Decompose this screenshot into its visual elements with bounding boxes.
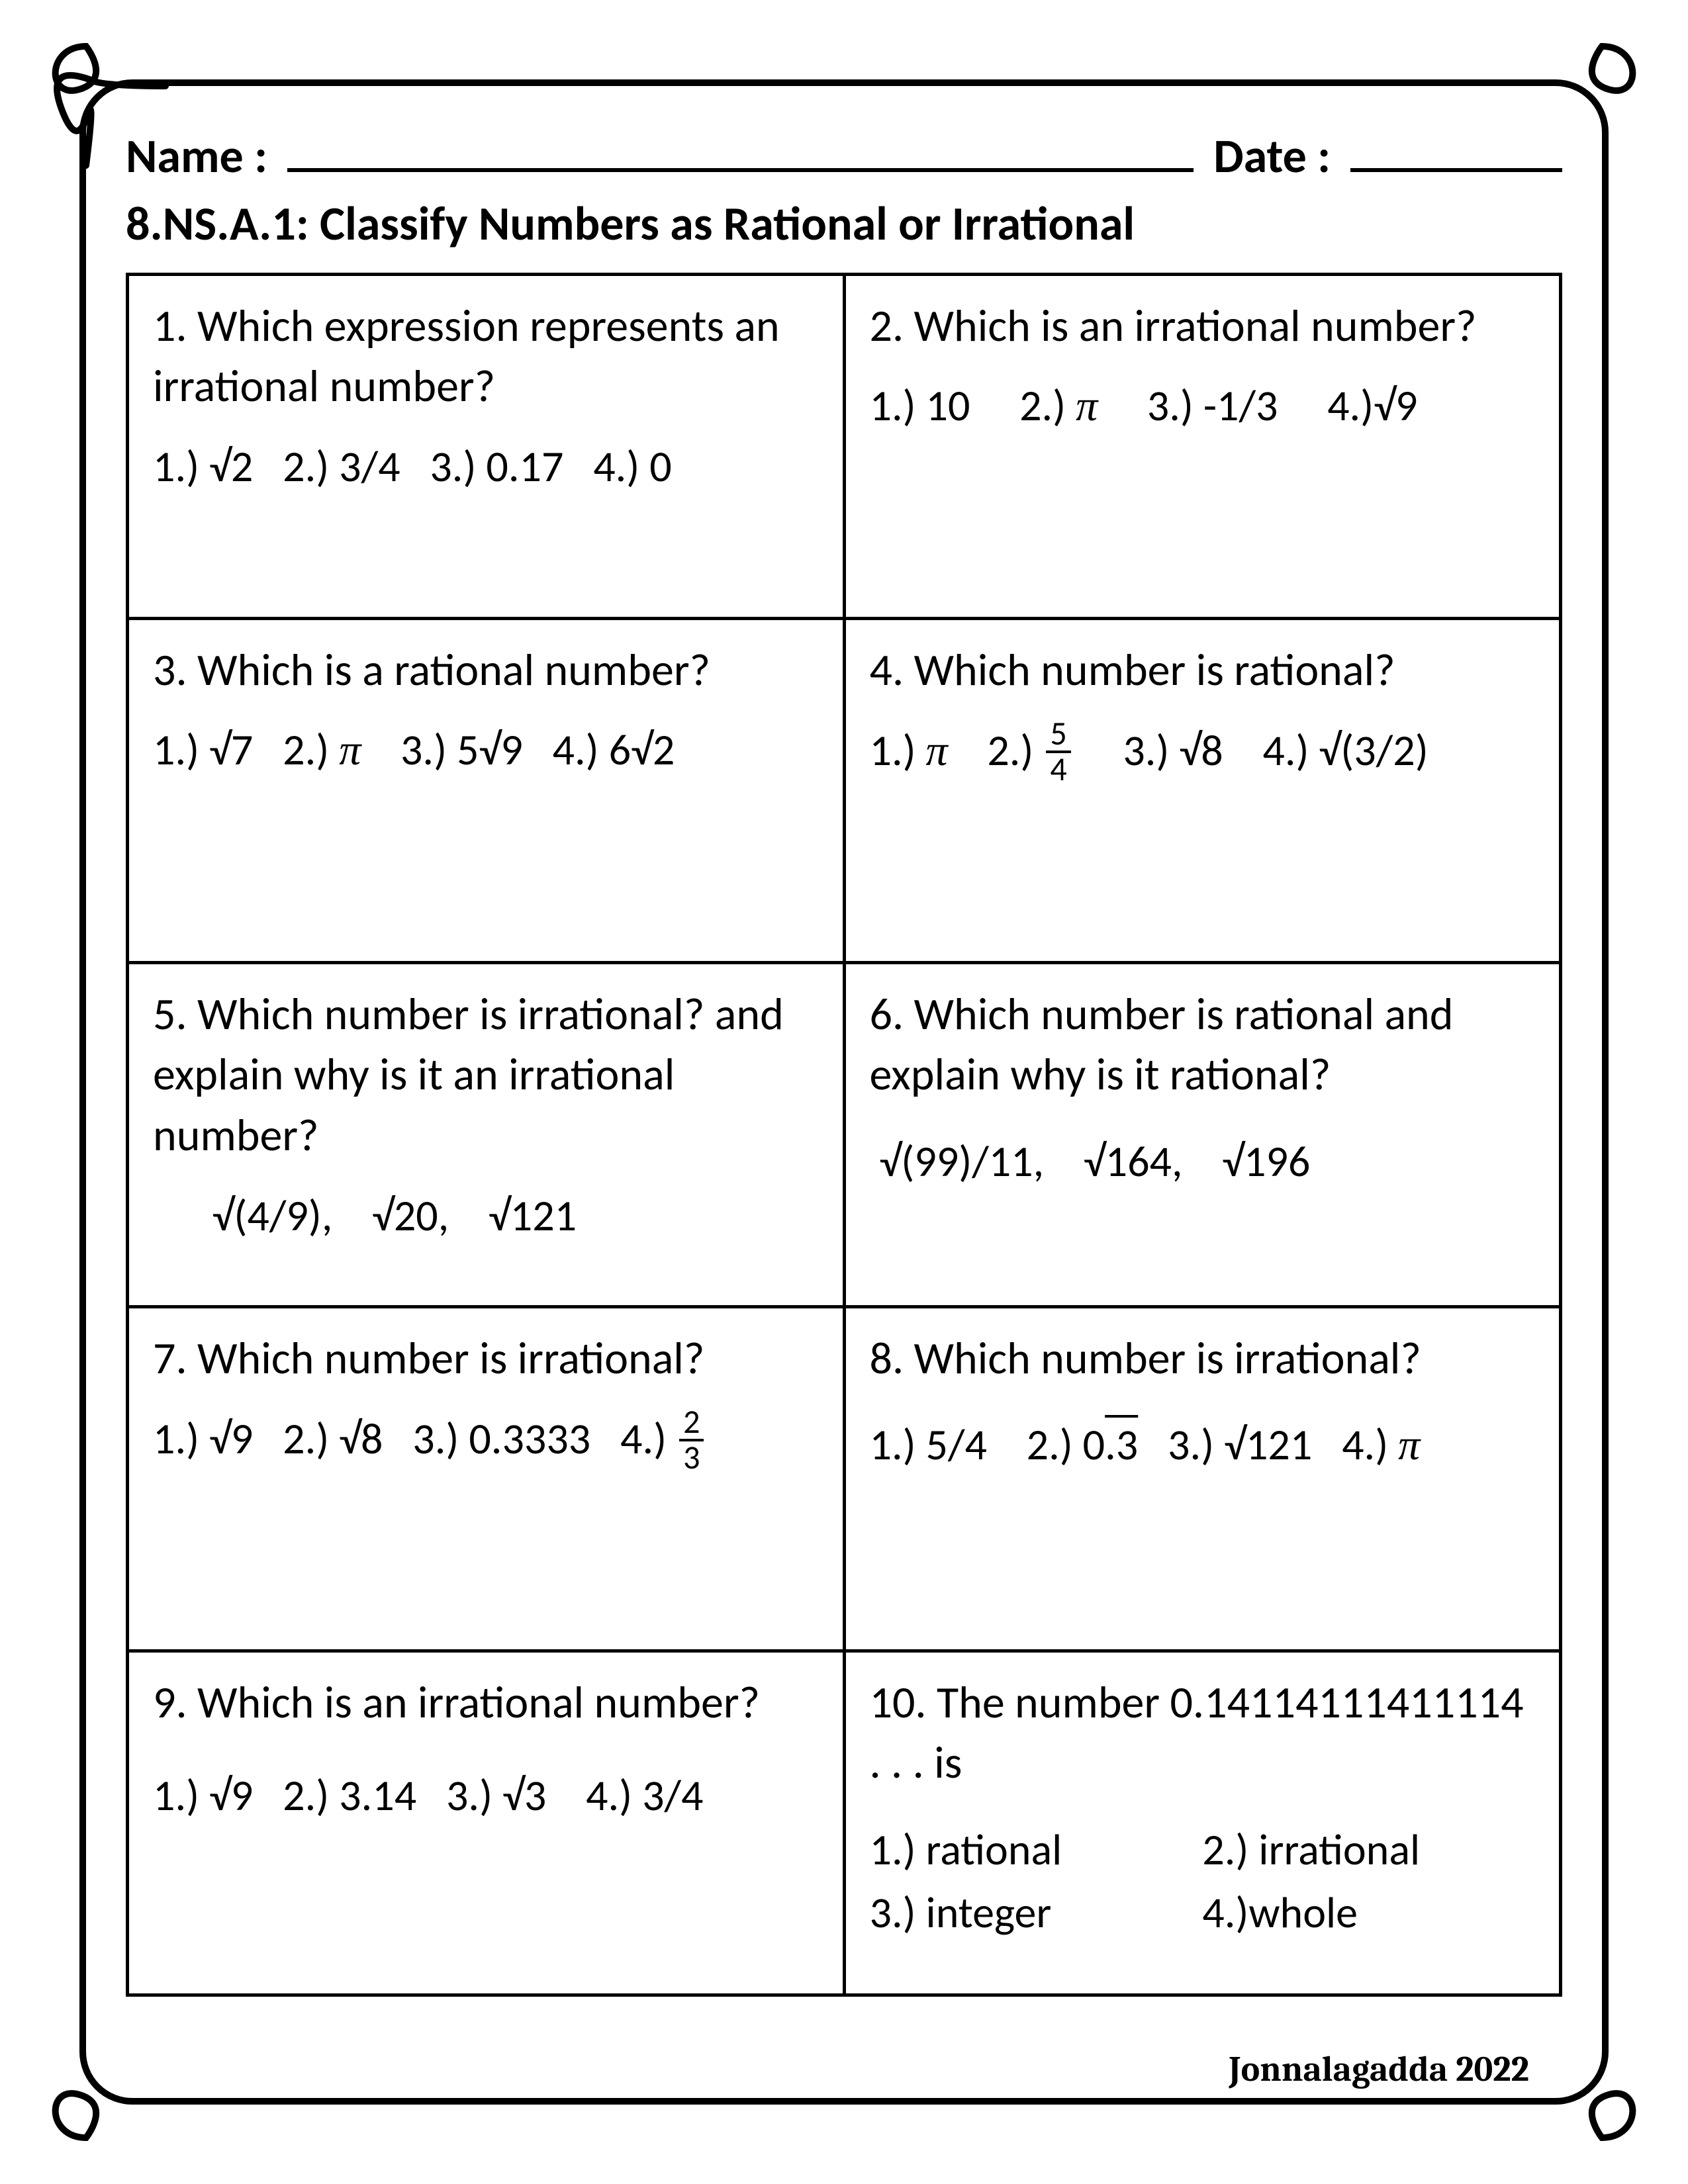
q3-c2: 2.) π xyxy=(283,723,361,776)
q3-c1: 1.) √7 xyxy=(153,723,253,776)
q10-c3: 3.) integer xyxy=(870,1883,1203,1942)
q2-c3: 3.) -1/3 xyxy=(1147,379,1278,432)
date-label: Date : xyxy=(1213,126,1331,188)
q9-c3: 3.) √3 xyxy=(446,1768,546,1822)
question-4: 4. Which number is rational? 1.) π 2.) 5… xyxy=(870,640,1536,790)
q3-choices: 1.) √7 2.) π 3.) 5√9 4.) 6√2 xyxy=(153,720,819,780)
q5-stem: 5. Which number is irrational? and expla… xyxy=(153,984,819,1166)
pi-glyph: π xyxy=(1076,381,1098,432)
q4-choices: 1.) π 2.) 54 3.) √8 4.) √(3/2) xyxy=(870,720,1536,789)
question-grid: 1. Which expression represents an irrati… xyxy=(126,273,1562,1997)
q8-c1: 1.) 5/4 xyxy=(870,1418,987,1471)
date-blank[interactable] xyxy=(1350,139,1562,172)
question-9: 9. Which is an irrational number? 1.) √9… xyxy=(153,1672,819,1825)
q10-c1: 1.) rational xyxy=(870,1820,1203,1879)
name-label: Name : xyxy=(126,126,267,188)
q1-choices: 1.) √2 2.) 3/4 3.) 0.17 4.) 0 xyxy=(153,437,819,496)
q4-c1: 1.) π xyxy=(870,723,948,777)
q9-stem: 9. Which is an irrational number? xyxy=(153,1672,819,1733)
q2-c1: 1.) 10 xyxy=(870,379,970,432)
q4-stem: 4. Which number is rational? xyxy=(870,640,1536,701)
q7-stem: 7. Which number is irrational? xyxy=(153,1328,819,1389)
q1-stem: 1. Which expression represents an irrati… xyxy=(153,296,819,418)
q3-c3: 3.) 5√9 xyxy=(400,723,523,776)
pi-glyph: π xyxy=(926,726,948,776)
q9-c1: 1.) √9 xyxy=(153,1768,253,1822)
pi-glyph: π xyxy=(1398,1420,1420,1471)
q2-choices: 1.) 10 2.) π 3.) -1/3 4.)√9 xyxy=(870,376,1536,436)
corner-flourish-bl xyxy=(40,2012,172,2144)
q7-c3: 3.) 0.3333 xyxy=(412,1412,590,1465)
q7-c1: 1.) √9 xyxy=(153,1412,253,1465)
q4-c2: 2.) 54 xyxy=(987,723,1073,777)
header-line: Name : Date : xyxy=(126,126,1562,188)
q7-c2: 2.) √8 xyxy=(283,1412,383,1465)
q1-c1: 1.) √2 xyxy=(153,439,253,493)
name-blank[interactable] xyxy=(287,139,1194,172)
q10-stem: 10. The number 0.14114111411114 . . . is xyxy=(870,1672,1536,1794)
q10-c4: 4.)whole xyxy=(1202,1883,1535,1942)
repeating-bar: .3 xyxy=(1105,1418,1138,1471)
question-6: 6. Which number is rational and explain … xyxy=(870,984,1536,1191)
q8-c4: 4.) π xyxy=(1342,1418,1420,1471)
question-10: 10. The number 0.14114111411114 . . . is… xyxy=(870,1672,1536,1942)
q3-stem: 3. Which is a rational number? xyxy=(153,640,819,701)
question-3: 3. Which is a rational number? 1.) √7 2.… xyxy=(153,640,819,781)
fraction-5-4: 54 xyxy=(1046,717,1070,786)
q2-c2: 2.) π xyxy=(1019,379,1098,432)
worksheet-title: 8.NS.A.1: Classify Numbers as Rational o… xyxy=(126,195,1562,253)
pi-glyph: π xyxy=(339,725,361,776)
q1-c3: 3.) 0.17 xyxy=(430,439,563,493)
q10-choices: 1.) rational 2.) irrational 3.) integer … xyxy=(870,1820,1536,1942)
question-2: 2. Which is an irrational number? 1.) 10… xyxy=(870,296,1536,437)
q8-choices: 1.) 5/4 2.) 0.3 3.) √121 4.) π xyxy=(870,1415,1536,1475)
q8-c2: 2.) 0.3 xyxy=(1027,1418,1139,1471)
fraction-2-3: 23 xyxy=(679,1406,704,1475)
q6-choices: √(99)/11, √164, √196 xyxy=(870,1132,1536,1191)
question-7: 7. Which number is irrational? 1.) √9 2.… xyxy=(153,1328,819,1478)
q6-stem: 6. Which number is rational and explain … xyxy=(870,984,1536,1106)
q2-c4: 4.)√9 xyxy=(1327,379,1417,432)
q3-c4: 4.) 6√2 xyxy=(553,723,675,776)
question-8: 8. Which number is irrational? 1.) 5/4 2… xyxy=(870,1328,1536,1476)
q4-c3: 3.) √8 xyxy=(1123,723,1223,777)
q1-c4: 4.) 0 xyxy=(593,439,672,493)
q1-c2: 2.) 3/4 xyxy=(283,439,400,493)
q10-c2: 2.) irrational xyxy=(1202,1820,1535,1879)
footer-credit: Jonnalagadda 2022 xyxy=(1229,2048,1529,2090)
q9-choices: 1.) √9 2.) 3.14 3.) √3 4.) 3/4 xyxy=(153,1766,819,1825)
q9-c2: 2.) 3.14 xyxy=(283,1768,416,1822)
q7-c4: 4.) 23 xyxy=(620,1412,706,1465)
q9-c4: 4.) 3/4 xyxy=(586,1768,703,1822)
q7-choices: 1.) √9 2.) √8 3.) 0.3333 4.) 23 xyxy=(153,1408,819,1477)
q8-stem: 8. Which number is irrational? xyxy=(870,1328,1536,1389)
q5-choices: √(4/9), √20, √121 xyxy=(153,1186,819,1245)
q8-c3: 3.) √121 xyxy=(1168,1418,1312,1471)
corner-flourish-br xyxy=(1516,2012,1648,2144)
q2-stem: 2. Which is an irrational number? xyxy=(870,296,1536,357)
question-5: 5. Which number is irrational? and expla… xyxy=(153,984,819,1245)
question-1: 1. Which expression represents an irrati… xyxy=(153,296,819,496)
q4-c4: 4.) √(3/2) xyxy=(1262,723,1428,777)
